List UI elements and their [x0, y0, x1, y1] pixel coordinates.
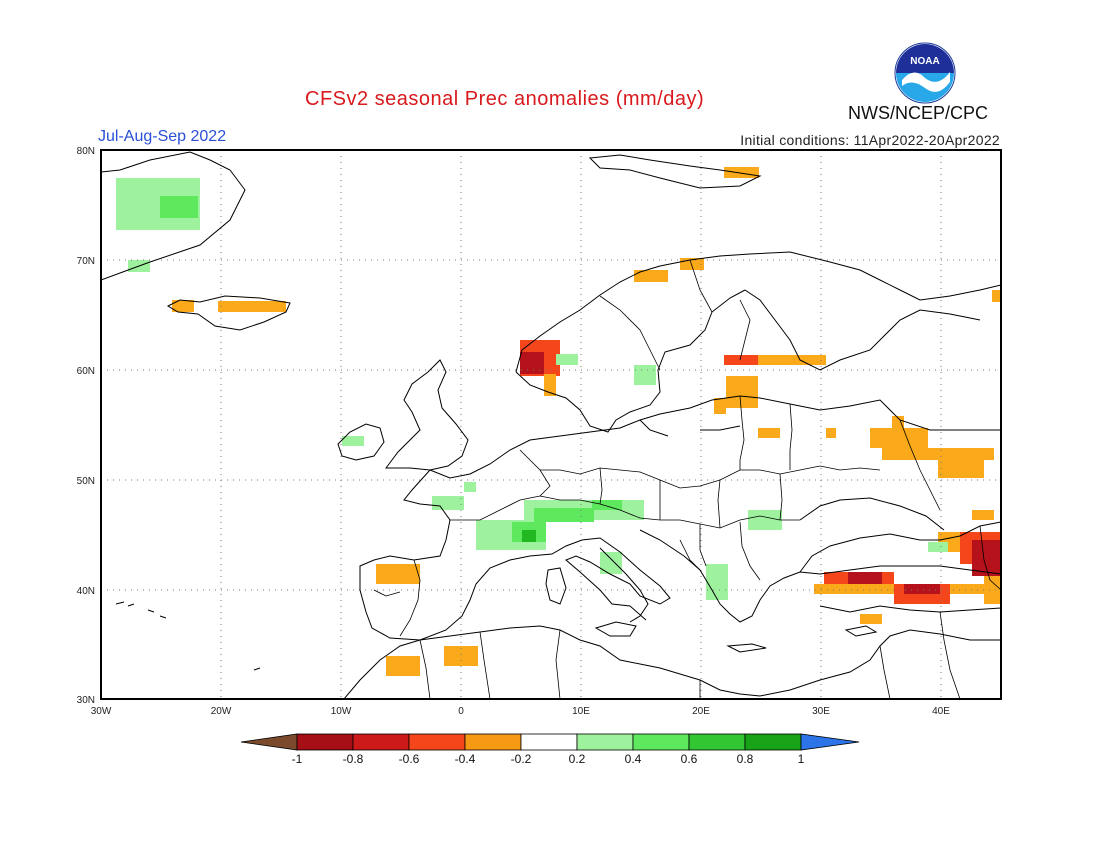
- dry-anomaly-russia-south: [870, 428, 928, 448]
- colorbar-label: -0.4: [455, 752, 476, 766]
- dry-anomaly-svalbard: [724, 167, 759, 178]
- colorbar-segment: [464, 733, 522, 751]
- colorbar-segment: [744, 733, 802, 751]
- coastlines: [101, 151, 1001, 699]
- colorbar-segment: [576, 733, 634, 751]
- agency-label: NWS/NCEP/CPC: [848, 103, 989, 123]
- lon-tick-label: 10E: [572, 706, 590, 717]
- dry-anomaly-iberia: [376, 564, 420, 584]
- season-label: Jul-Aug-Sep 2022: [98, 128, 227, 145]
- dry-anomaly-russia-south-2: [892, 416, 904, 430]
- map-frame: [100, 149, 1002, 700]
- colorbar-label: 0.2: [569, 752, 586, 766]
- wet-anomaly-france-ne: [464, 482, 476, 492]
- lon-tick-label: 30E: [812, 706, 830, 717]
- colorbar-segment: [408, 733, 466, 751]
- colorbar-label: -1: [292, 752, 303, 766]
- dry-anomaly-kazakh: [938, 460, 984, 478]
- dry-anomaly-baltic: [726, 376, 758, 408]
- dry-anomaly-norway-west-strong: [520, 352, 544, 374]
- noaa-logo: NOAA: [894, 42, 956, 104]
- wet-anomaly-alps-mid: [534, 508, 594, 522]
- wet-anomaly-italy: [600, 552, 622, 574]
- colorbar-label: 0.4: [625, 752, 642, 766]
- lat-tick-label: 50N: [77, 476, 95, 487]
- dry-anomaly-turkey-east-strong: [904, 584, 940, 594]
- dry-anomaly-cyprus: [860, 614, 882, 624]
- wet-anomaly-georgia: [928, 542, 948, 552]
- dry-anomaly-caucasus-strong: [972, 540, 1000, 576]
- colorbar-arrow-low: [240, 733, 298, 751]
- chart-title: CFSv2 seasonal Prec anomalies (mm/day): [305, 88, 705, 110]
- dry-anomaly-norway-south: [544, 374, 556, 396]
- colorbar-label: 1: [798, 752, 805, 766]
- lon-tick-label: 10W: [331, 706, 352, 717]
- lat-tick-label: 70N: [77, 256, 95, 267]
- wet-anomaly-provence-strong: [522, 530, 536, 542]
- lon-tick-label: 20W: [211, 706, 232, 717]
- dry-anomaly-turkey-strong: [848, 572, 882, 584]
- colorbar-label: 0.6: [681, 752, 698, 766]
- colorbar-segment: [632, 733, 690, 751]
- graticule: [101, 150, 1001, 699]
- wet-anomaly-ireland: [342, 436, 364, 446]
- lat-tick-labels: 30N 40N 50N 60N 70N 80N: [77, 146, 95, 706]
- lon-tick-label: 0: [458, 706, 464, 717]
- colorbar-segment: [688, 733, 746, 751]
- dry-anomaly-caspian: [972, 510, 994, 520]
- wet-anomaly-france-nw: [432, 496, 464, 510]
- wet-anomaly-sweden: [634, 365, 656, 385]
- lat-tick-label: 30N: [77, 695, 95, 706]
- lon-tick-label: 30W: [91, 706, 112, 717]
- wet-anomaly-balkans: [706, 564, 728, 600]
- wet-anomaly-norway: [556, 354, 578, 365]
- dry-anomaly-russia-south-3: [882, 448, 994, 460]
- dry-anomaly-morocco: [386, 656, 420, 676]
- wet-anomaly-greenland-core: [160, 196, 198, 218]
- country-borders: [373, 259, 1001, 699]
- lat-tick-label: 60N: [77, 366, 95, 377]
- wet-anomaly-romania: [748, 510, 782, 530]
- dry-anomaly-finland: [758, 355, 826, 365]
- dry-anomaly-algeria: [444, 646, 478, 666]
- dry-anomaly-iran: [984, 576, 1000, 604]
- lat-tick-label: 40N: [77, 586, 95, 597]
- dry-anomaly-belarus: [758, 428, 780, 438]
- colorbar-segment: [520, 733, 578, 751]
- map-area: 30N 40N 50N 60N 70N 80N 30W 20W 10W 0 10…: [77, 146, 1002, 717]
- colorbar-segment: [352, 733, 410, 751]
- dry-anomaly-finland-strong: [724, 355, 758, 365]
- colorbar-label: 0.8: [737, 752, 754, 766]
- colorbar-label: -0.6: [399, 752, 420, 766]
- colorbar-label: -0.2: [511, 752, 532, 766]
- dry-anomaly-iceland: [218, 301, 286, 312]
- colorbar-segment: [296, 733, 354, 751]
- lon-tick-label: 20E: [692, 706, 710, 717]
- lon-tick-label: 40E: [932, 706, 950, 717]
- lon-tick-labels: 30W 20W 10W 0 10E 20E 30E 40E: [91, 706, 951, 717]
- wet-anomaly-alps-east: [592, 500, 622, 510]
- dry-anomaly-baltic-2: [714, 398, 726, 414]
- dry-anomaly-russia-west: [826, 428, 836, 438]
- anomaly-layer: [116, 167, 1001, 676]
- noaa-logo-text: NOAA: [910, 56, 939, 67]
- dry-anomaly-urals: [992, 290, 1001, 302]
- colorbar-label: -0.8: [343, 752, 364, 766]
- dry-anomaly-norway-north: [634, 270, 668, 282]
- dry-anomaly-iceland-west: [172, 300, 194, 312]
- lat-tick-label: 80N: [77, 146, 95, 157]
- initial-conditions-label: Initial conditions: 11Apr2022-20Apr2022: [740, 132, 1000, 148]
- colorbar-arrow-high: [800, 733, 860, 751]
